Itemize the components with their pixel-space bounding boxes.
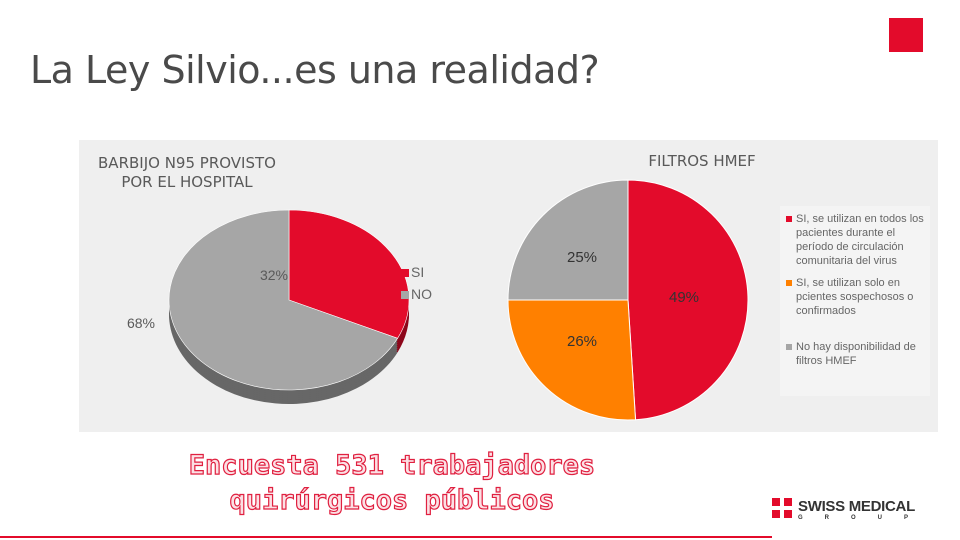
pie-slice-si <box>288 209 410 339</box>
data-label-no-disponible: 25% <box>567 249 597 266</box>
survey-caption-line1: Encuesta 531 trabajadores <box>188 449 596 481</box>
chart-title-barbijo: BARBIJO N95 PROVISTO POR EL HOSPITAL <box>98 154 276 191</box>
pie-chart-barbijo: 32% 68% <box>127 209 410 404</box>
legend-item-todos: SI, se utilizan en todos los pacientes d… <box>780 212 928 268</box>
data-label-si: 32% <box>260 267 288 283</box>
legend-label-todos: SI, se utilizan en todos los pacientes d… <box>796 213 924 267</box>
legend-item-sospechosos: SI, se utilizan solo en pcientes sospech… <box>780 276 928 318</box>
legend-item-no-disponible: No hay disponibilidad de filtros HMEF <box>780 340 928 368</box>
swiss-cross-icon <box>772 498 792 518</box>
legend-label-sospechosos: SI, se utilizan solo en pcientes sospech… <box>796 277 914 317</box>
corner-accent-square <box>889 18 923 52</box>
logo-group-text: GROUP <box>798 515 931 521</box>
pie-slice-no <box>168 209 399 391</box>
legend-filtros: SI, se utilizan en todos los pacientes d… <box>780 206 930 396</box>
pie-slice-no-disponible <box>507 179 629 301</box>
pie-slice-todos <box>627 179 749 421</box>
legend-swatch-no <box>401 291 409 299</box>
data-label-sospechosos: 26% <box>567 333 597 350</box>
pie-chart-filtros: 49% 26% 25% <box>507 179 749 421</box>
legend-label-si: SI <box>411 264 425 280</box>
legend-swatch-si <box>401 269 409 277</box>
pie-slice-sospechosos <box>507 299 637 421</box>
legend-swatch-todos <box>786 216 792 222</box>
chart-panel-filtros: FILTROS HMEF 49% 26% 25% SI, se utilizan e… <box>462 140 938 432</box>
chart-title-filtros: FILTROS HMEF <box>648 152 756 170</box>
legend-swatch-no-disponible <box>786 344 792 350</box>
logo-brand-text: SWISS MEDICAL <box>798 498 915 515</box>
swiss-medical-logo: SWISS MEDICAL GROUP <box>768 496 938 522</box>
legend-item-si: SI <box>401 264 424 280</box>
chart-panel-barbijo: BARBIJO N95 PROVISTO POR EL HOSPITAL 32%… <box>79 140 462 432</box>
page-title: La Ley Silvio...es una realidad? <box>30 48 600 92</box>
data-label-no: 68% <box>127 315 155 331</box>
legend-label-no-disponible: No hay disponibilidad de filtros HMEF <box>796 341 916 367</box>
survey-caption: Encuesta 531 trabajadores quirúrgicos pú… <box>150 448 634 518</box>
legend-label-no: NO <box>411 286 432 302</box>
legend-swatch-sospechosos <box>786 280 792 286</box>
survey-caption-line2: quirúrgicos públicos <box>229 484 555 516</box>
legend-item-no: NO <box>401 286 432 302</box>
data-label-todos: 49% <box>669 289 699 306</box>
bottom-accent-line <box>0 536 772 538</box>
